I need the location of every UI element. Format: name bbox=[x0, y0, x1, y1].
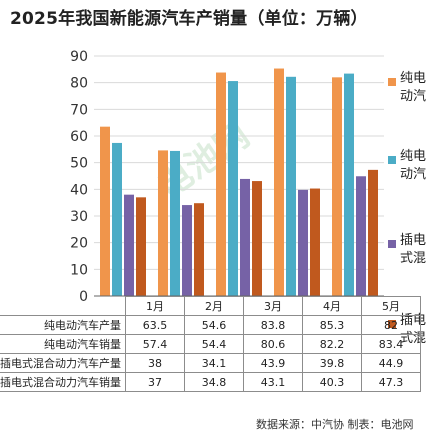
chart-title: 2025年我国新能源汽车产销量（单位：万辆） bbox=[10, 9, 368, 29]
table-col-header: 4月 bbox=[302, 296, 362, 316]
bar-series-4-4月 bbox=[310, 188, 320, 296]
table-cell: 57.4 bbox=[125, 334, 185, 354]
y-tick-label: 60 bbox=[70, 129, 88, 145]
table-row-label: 插电式混合动力汽车销量 bbox=[0, 372, 126, 392]
y-tick-label: 40 bbox=[70, 182, 88, 198]
legend-label-2: 纯电动汽车销量 bbox=[400, 149, 427, 182]
table-cell: 37 bbox=[125, 372, 185, 392]
table-header-row: 1月 2月 3月 4月 5月 bbox=[0, 296, 421, 316]
bar-series-3-2月 bbox=[182, 205, 192, 296]
table-row: 纯电动汽车产量 63.5 54.6 83.8 85.3 82 bbox=[0, 315, 421, 335]
table-corner bbox=[0, 296, 126, 316]
table-cell: 82.2 bbox=[302, 334, 362, 354]
table-cell: 54.6 bbox=[184, 315, 244, 335]
table-cell: 38 bbox=[125, 353, 185, 373]
y-tick-label: 50 bbox=[70, 156, 88, 172]
table-col-header: 3月 bbox=[243, 296, 303, 316]
table-row-label: 纯电动汽车销量 bbox=[0, 334, 126, 354]
table-row-label: 纯电动汽车产量 bbox=[0, 315, 126, 335]
bar-series-3-4月 bbox=[298, 189, 308, 296]
table-cell: 47.3 bbox=[361, 372, 421, 392]
legend-label-3: 插电式混合动力汽车产量 bbox=[400, 233, 427, 266]
bar-series-4-3月 bbox=[252, 181, 262, 296]
bar-series-1-5月 bbox=[332, 77, 342, 296]
table-row: 插电式混合动力汽车销量 37 34.8 43.1 40.3 47.3 bbox=[0, 372, 421, 392]
table-cell: 40.3 bbox=[302, 372, 362, 392]
table-cell: 83.8 bbox=[243, 315, 303, 335]
table-cell: 63.5 bbox=[125, 315, 185, 335]
table-cell: 83.4 bbox=[361, 334, 421, 354]
bar-series-2-4月 bbox=[286, 76, 296, 296]
bar-series-4-1月 bbox=[136, 197, 146, 296]
legend-swatch-2 bbox=[388, 156, 396, 164]
bar-series-3-1月 bbox=[124, 194, 134, 296]
bar-series-1-2月 bbox=[158, 150, 168, 296]
bar-series-2-2月 bbox=[170, 150, 180, 296]
table-cell: 34.1 bbox=[184, 353, 244, 373]
table-row-label: 插电式混合动力汽车产量 bbox=[0, 353, 126, 373]
bar-series-3-5月 bbox=[356, 176, 366, 296]
table-cell: 43.9 bbox=[243, 353, 303, 373]
y-tick-label: 70 bbox=[70, 102, 88, 118]
bar-series-1-1月 bbox=[100, 126, 110, 297]
table-cell: 43.1 bbox=[243, 372, 303, 392]
table-row: 纯电动汽车销量 57.4 54.4 80.6 82.2 83.4 bbox=[0, 334, 421, 354]
table-col-header: 5月 bbox=[361, 296, 421, 316]
table-cell: 85.3 bbox=[302, 315, 362, 335]
table-cell: 82 bbox=[361, 315, 421, 335]
legend-label-1: 纯电动汽车产量 bbox=[400, 71, 427, 104]
bar-series-2-5月 bbox=[344, 73, 354, 296]
table-cell: 80.6 bbox=[243, 334, 303, 354]
y-tick-label: 10 bbox=[70, 262, 88, 278]
bar-series-3-3月 bbox=[240, 178, 250, 296]
table-col-header: 1月 bbox=[125, 296, 185, 316]
bar-series-4-5月 bbox=[368, 169, 378, 296]
data-table: 1月 2月 3月 4月 5月 纯电动汽车产量 63.5 54.6 83.8 85… bbox=[0, 296, 421, 392]
y-tick-label: 20 bbox=[70, 236, 88, 252]
bar-series-1-3月 bbox=[216, 72, 226, 297]
y-tick-label: 90 bbox=[70, 49, 88, 65]
table-cell: 54.4 bbox=[184, 334, 244, 354]
y-tick-label: 30 bbox=[70, 209, 88, 225]
table-cell: 34.8 bbox=[184, 372, 244, 392]
legend-swatch-1 bbox=[388, 78, 396, 86]
y-tick-label: 80 bbox=[70, 76, 88, 92]
source-note: 数据来源：中汽协 制表：电池网 bbox=[256, 418, 414, 431]
legend-swatch-3 bbox=[388, 240, 396, 248]
table-row: 插电式混合动力汽车产量 38 34.1 43.9 39.8 44.9 bbox=[0, 353, 421, 373]
bar-series-2-3月 bbox=[228, 81, 238, 296]
bar-series-4-2月 bbox=[194, 203, 204, 296]
bar-series-1-4月 bbox=[274, 68, 284, 297]
table-cell: 39.8 bbox=[302, 353, 362, 373]
bar-series-2-1月 bbox=[112, 142, 122, 296]
table-col-header: 2月 bbox=[184, 296, 244, 316]
table-cell: 44.9 bbox=[361, 353, 421, 373]
